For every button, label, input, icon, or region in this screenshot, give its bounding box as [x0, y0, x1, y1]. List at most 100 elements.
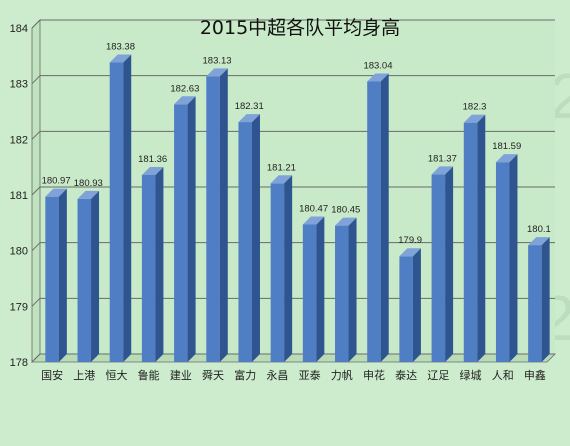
bar-front: [174, 104, 188, 362]
data-label: 182.3: [463, 102, 487, 113]
gridline-depth: [31, 75, 41, 85]
data-label: 183.38: [106, 42, 135, 53]
data-label: 183.04: [363, 60, 392, 71]
bar-top: [77, 190, 100, 199]
bar-top: [528, 237, 550, 246]
bar-top: [495, 154, 518, 163]
bar-top: [174, 96, 196, 105]
chart-title: 2015中超各队平均身高: [200, 17, 400, 39]
bar-front: [431, 174, 446, 362]
bar-side: [187, 96, 196, 362]
bar-front: [302, 224, 317, 362]
bar-top: [238, 114, 260, 123]
bar: [463, 114, 486, 362]
bar: [495, 154, 518, 362]
bar-side: [380, 73, 389, 362]
gridline-depth: [31, 186, 41, 196]
grid: 178 179 180 181 182 183 184: [10, 19, 556, 369]
x-tick-label: 建业: [170, 368, 192, 382]
data-label: 180.45: [331, 205, 360, 216]
x-tick-label: 辽足: [427, 369, 449, 382]
bar: [174, 96, 196, 362]
gridline-depth: [31, 297, 41, 307]
bar-top: [335, 217, 357, 226]
x-tick-label: 申鑫: [524, 368, 546, 382]
y-tick-label: 183: [10, 79, 28, 91]
labels: 180.97 国安 180.93 上港 183.38 恒大 181.36 鲁能 182.63 建业…: [41, 42, 551, 382]
data-label: 182.63: [170, 83, 199, 94]
x-tick-label: 恒大: [105, 368, 127, 382]
bar-front: [109, 62, 124, 362]
y-tick-label: 184: [10, 23, 28, 35]
data-label: 181.36: [138, 154, 167, 165]
bar-side: [58, 188, 67, 362]
bar-side: [348, 217, 357, 362]
bar-top: [302, 216, 325, 225]
y-tick-label: 181: [10, 190, 28, 202]
gridline-depth: [31, 242, 41, 252]
y-tick-label: 178: [10, 357, 28, 369]
bar: [206, 68, 228, 363]
bar-side: [123, 54, 132, 362]
x-tick-label: 绿城: [460, 368, 482, 382]
bar-side: [251, 114, 260, 363]
bar-side: [412, 248, 421, 362]
bar-top: [367, 73, 389, 82]
x-tick-label: 上港: [73, 369, 95, 382]
bar-side: [91, 190, 100, 362]
bar-front: [399, 256, 413, 362]
bar-top: [109, 54, 132, 63]
bar-front: [45, 196, 59, 362]
bar-top: [463, 114, 486, 123]
x-tick-label: 舜天: [202, 368, 224, 382]
bar: [77, 190, 100, 362]
y-tick-label: 180: [10, 246, 28, 258]
bar-side: [155, 166, 164, 362]
x-tick-label: 泰达: [395, 368, 417, 382]
bar-front: [463, 122, 478, 362]
bars: [45, 54, 550, 363]
x-tick-label: 鲁能: [138, 368, 160, 382]
bar: [141, 166, 164, 362]
bar-front: [495, 162, 510, 362]
data-label: 179.9: [398, 235, 422, 246]
bar-top: [206, 68, 228, 77]
bar-front: [77, 198, 92, 362]
y-tick-label: 179: [10, 301, 28, 313]
bar: [238, 114, 260, 363]
data-label: 180.97: [42, 176, 71, 187]
data-label: 183.13: [203, 55, 232, 66]
bar: [109, 54, 132, 362]
bar-side: [284, 175, 293, 362]
gridline-depth: [31, 353, 41, 363]
bar-front: [335, 225, 349, 362]
bar-side: [509, 154, 518, 362]
bar-front: [528, 245, 542, 362]
gridline-depth: [31, 130, 41, 140]
bar-top: [431, 166, 454, 175]
bar-front: [367, 81, 381, 362]
bar: [302, 216, 325, 362]
data-label: 180.1: [527, 224, 551, 235]
bar-side: [541, 237, 550, 362]
bar: [270, 175, 293, 362]
bar-side: [219, 68, 228, 363]
bar-side: [477, 114, 486, 362]
bar-top: [45, 188, 67, 197]
bar-side: [316, 216, 325, 362]
x-tick-label: 亚泰: [299, 368, 321, 382]
x-tick-label: 永昌: [266, 368, 288, 382]
bar-top: [141, 166, 164, 175]
data-label: 181.37: [428, 153, 457, 164]
bar: [528, 237, 550, 362]
x-tick-label: 申花: [363, 369, 385, 382]
y-tick-label: 182: [10, 134, 28, 146]
bar-side: [445, 166, 454, 362]
bar-front: [141, 174, 156, 362]
bar-front: [270, 183, 285, 362]
bar: [45, 188, 67, 362]
data-label: 182.31: [235, 101, 264, 112]
bar-front: [206, 76, 220, 363]
